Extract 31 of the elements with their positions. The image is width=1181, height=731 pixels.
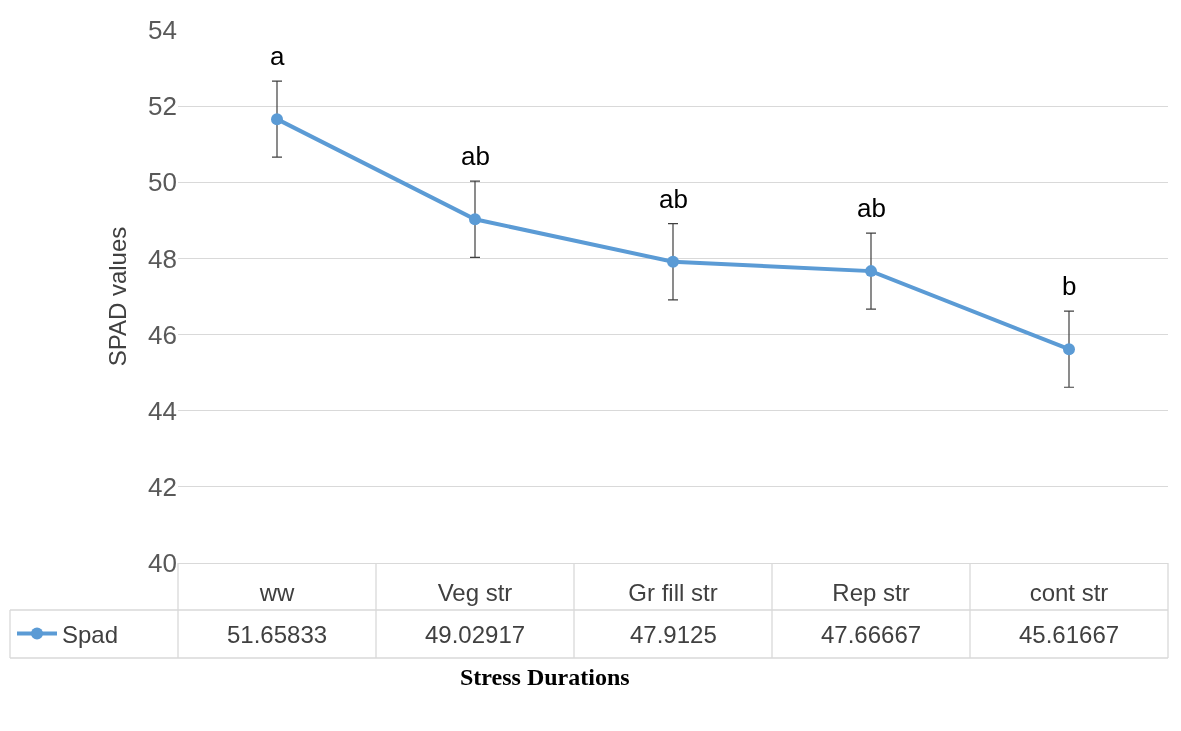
point xyxy=(667,255,679,268)
y-tick-label: 48 xyxy=(148,243,177,274)
data-label: 45.61667 xyxy=(1019,621,1120,648)
x-tick-label: Veg str xyxy=(437,578,513,606)
data-label: 51.65833 xyxy=(227,621,328,648)
y-tick-label: 54 xyxy=(148,15,177,46)
point xyxy=(1063,343,1075,356)
y-tick-label: 46 xyxy=(148,319,177,350)
x-tick-label: cont str xyxy=(1029,578,1109,606)
annotation: ab xyxy=(461,141,490,171)
y-tick-label: 44 xyxy=(148,395,177,426)
x-axis-title: Stress Durations xyxy=(460,664,630,690)
x-tick-label: ww xyxy=(258,578,295,606)
data-label: 47.66667 xyxy=(821,621,922,648)
x-tick-label: Rep str xyxy=(832,578,910,606)
annotation: ab xyxy=(659,184,688,214)
y-axis-title: SPAD values xyxy=(104,226,132,367)
y-tick-label: 52 xyxy=(148,91,177,122)
annotation: a xyxy=(270,41,285,71)
point xyxy=(469,213,481,226)
y-tick-label: 42 xyxy=(148,471,177,502)
point xyxy=(271,113,283,126)
data-label: 49.02917 xyxy=(425,621,526,648)
data-label: 47.9125 xyxy=(630,621,717,648)
point xyxy=(865,265,877,278)
y-tick-label: 50 xyxy=(148,167,177,198)
legend-label: Spad xyxy=(62,620,119,648)
annotation: ab xyxy=(857,193,886,223)
annotation: b xyxy=(1062,271,1077,301)
y-tick-label: 40 xyxy=(148,548,177,579)
x-tick-label: Gr fill str xyxy=(628,578,718,606)
